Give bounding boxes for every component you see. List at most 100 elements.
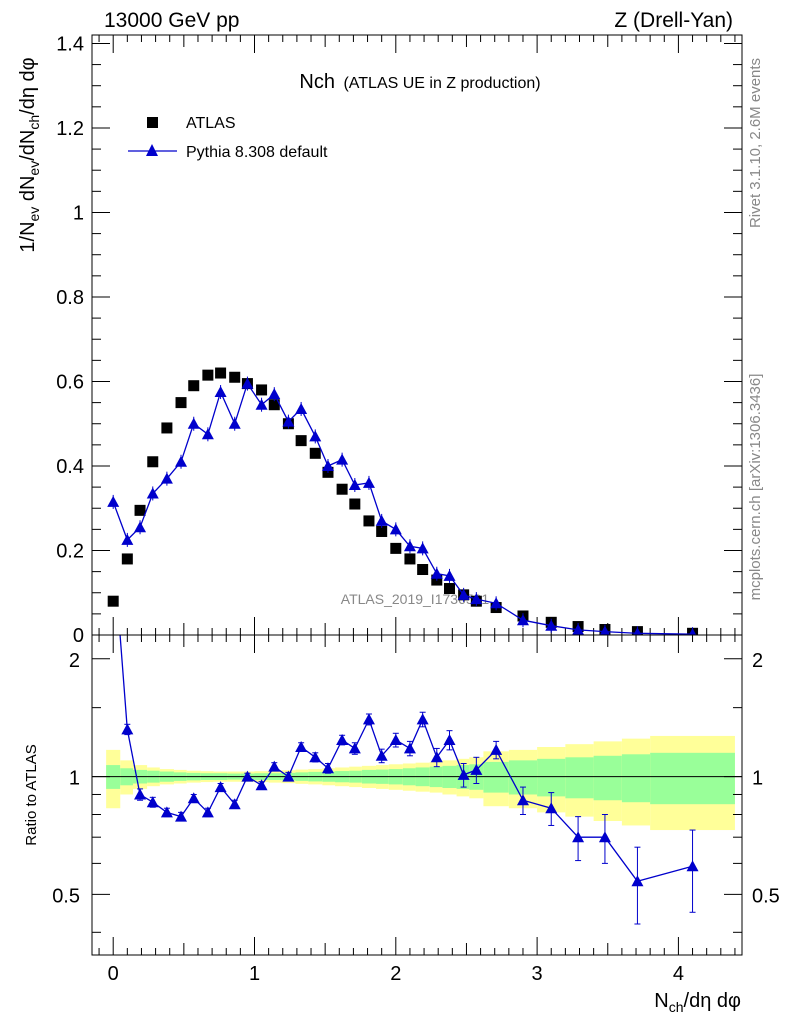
chart-watermark: ATLAS_2019_I1736531 [341, 591, 490, 607]
ratio-data-point [443, 734, 456, 746]
ratio-data-point [134, 788, 147, 800]
ratio-uncertainty-bands [106, 735, 735, 831]
main-panel: ATLAS_2019_I1736531 0 0.2 0.4 0.6 0.8 1 1.2 1.4… [17, 33, 743, 647]
ratio-y-tick-labels: 0.5 0.5 1 1 2 2 [52, 650, 780, 908]
atlas-data-point [349, 498, 361, 510]
pythia-data-point [545, 619, 558, 631]
band-inner [650, 752, 735, 805]
x-tick-label: 0 [108, 963, 119, 985]
pythia-data-point [134, 521, 147, 533]
energy-label: 13000 GeV pp [104, 9, 239, 32]
y-tick-label: 1.4 [56, 33, 84, 55]
legend-marker-pythia [146, 144, 158, 156]
ratio-data-point [375, 749, 388, 761]
atlas-data-point [147, 456, 159, 468]
pythia-data-point [107, 495, 120, 507]
ratio-data-point [201, 806, 214, 818]
ratio-data-point [268, 760, 281, 772]
ratio-data-point [430, 751, 443, 763]
ratio-data-point [282, 770, 295, 782]
pythia-data-point [255, 398, 268, 410]
atlas-data-point [376, 525, 388, 537]
ratio-y-tick-label-left: 2 [69, 650, 80, 672]
atlas-data-point [309, 447, 321, 459]
ratio-data-point [516, 794, 529, 806]
ratio-data-point [389, 734, 402, 746]
legend-label-atlas: ATLAS [186, 115, 236, 132]
atlas-data-point [295, 435, 307, 447]
legend: ATLAS Pythia 8.308 default [128, 115, 328, 161]
pythia-data-point [241, 377, 254, 389]
atlas-data-point [202, 369, 214, 381]
band-inner [565, 757, 594, 799]
pythia-data-point [282, 415, 295, 427]
pythia-data-point [187, 417, 200, 429]
pythia-data-point [201, 428, 214, 440]
pythia-data-point [470, 593, 483, 605]
ratio-data-point [416, 713, 429, 725]
y-tick-label: 0 [73, 625, 84, 647]
ratio-data-point [572, 831, 585, 843]
legend-label-pythia: Pythia 8.308 default [186, 144, 328, 161]
ratio-data-point [187, 792, 200, 804]
chart-title: Nch (ATLAS UE in Z production) [299, 71, 540, 93]
pythia-data-point [146, 487, 159, 499]
ratio-data-point [348, 742, 361, 754]
pythia-data-point [389, 523, 402, 535]
y-tick-label: 0.2 [56, 540, 84, 562]
mcplots-label: mcplots.cern.ch [arXiv:1306.3436] [747, 374, 764, 601]
ratio-data-point [241, 770, 254, 782]
ratio-data-point [403, 742, 416, 754]
x-tick-label: 1 [249, 963, 260, 985]
x-tick-labels: 0 1 2 3 4 [108, 963, 684, 985]
ratio-series [107, 539, 699, 925]
y-tick-label: 1.2 [56, 118, 84, 140]
ratio-data-point [255, 779, 268, 791]
ratio-data-point [545, 802, 558, 814]
atlas-data-point [444, 583, 455, 595]
atlas-data-point [404, 553, 416, 565]
x-tick-label: 3 [532, 963, 543, 985]
atlas-data-point [121, 553, 133, 565]
pythia-data-point [375, 514, 388, 526]
y-tick-label: 0.4 [56, 456, 84, 478]
ratio-y-tick-label-right: 2 [752, 650, 763, 672]
top-y-axis-label: 1/Nev dNev/dNch/dη dφ [17, 57, 42, 252]
y-tick-label: 0.6 [56, 371, 84, 393]
atlas-data-point [134, 504, 146, 516]
ratio-data-point [321, 762, 334, 774]
atlas-data-point [175, 397, 187, 409]
band-inner [537, 758, 566, 797]
ratio-data-point [175, 810, 188, 822]
top-series-clip-group [107, 367, 699, 635]
chart-title-sub: (ATLAS UE in Z production) [343, 75, 540, 92]
ratio-data-point [121, 723, 134, 735]
atlas-data-point [336, 483, 348, 495]
pythia-data-point [516, 614, 529, 626]
ratio-y-axis-label: Ratio to ATLAS [23, 744, 40, 845]
ratio-data-point [598, 831, 611, 843]
ratio-y-tick-label-right: 0.5 [752, 885, 780, 907]
ratio-y-tick-label-left: 0.5 [52, 885, 80, 907]
ratio-data-point [146, 796, 159, 808]
ratio-y-tick-label-left: 1 [69, 768, 80, 790]
atlas-data-point [390, 542, 402, 554]
ratio-data-point [457, 768, 470, 780]
pythia-data-point [572, 623, 585, 635]
ratio-data-point [309, 751, 322, 763]
y-tick-label: 1 [73, 202, 84, 224]
pythia-data-point [295, 402, 308, 414]
ratio-data-point [107, 539, 119, 550]
pythia-data-point [457, 588, 470, 600]
top-series [107, 367, 699, 635]
pythia-data-point [214, 386, 227, 398]
pythia-data-point [348, 479, 361, 490]
pythia-data-point [175, 455, 188, 467]
pythia-data-point [443, 569, 456, 581]
ratio-series-clip-group [107, 539, 699, 925]
pythia-data-point [121, 533, 134, 545]
pythia-data-point [430, 567, 443, 579]
pythia-data-point [321, 459, 334, 471]
atlas-data-point [161, 422, 173, 434]
band-inner [593, 755, 622, 801]
